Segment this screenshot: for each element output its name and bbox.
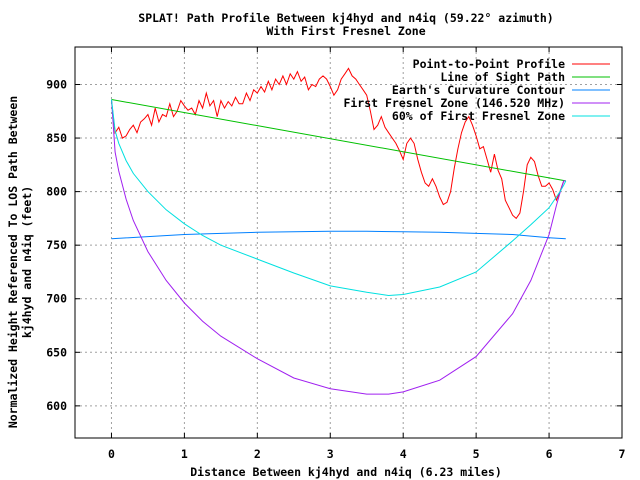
- series-line-4: [111, 99, 566, 395]
- x-tick-label: 7: [619, 447, 626, 461]
- x-axis-label: Distance Between kj4hyd and n4iq (6.23 m…: [190, 465, 502, 479]
- y-tick-label: 700: [46, 292, 67, 306]
- tick-labels: 0 1 2 3 4 5 6 7 600 650 700 750 800 850 900: [46, 77, 625, 461]
- legend-label-5: 60% of First Fresnel Zone: [392, 109, 565, 123]
- chart-title-line-2: With First Fresnel Zone: [266, 24, 425, 38]
- y-tick-label: 650: [46, 345, 67, 359]
- x-tick-label: 3: [327, 447, 334, 461]
- legend-label-1: Point-to-Point Profile: [413, 57, 565, 71]
- y-tick-label: 800: [46, 185, 67, 199]
- series-line-1: [111, 67, 565, 220]
- x-tick-label: 5: [473, 447, 480, 461]
- series-line-2: [111, 99, 566, 182]
- y-axis-label-line-2: kj4hyd and n4iq (feet): [20, 186, 34, 338]
- y-tick-label: 900: [46, 77, 67, 91]
- grid-lines: [75, 47, 623, 438]
- plot-frame: [74, 46, 623, 439]
- x-tick-label: 1: [181, 447, 188, 461]
- series-lines: [111, 67, 567, 395]
- legend-label-4: First Fresnel Zone (146.520 MHz): [343, 96, 565, 110]
- x-tick-label: 4: [400, 447, 407, 461]
- series-line-5: [111, 99, 567, 297]
- x-tick-label: 0: [108, 447, 115, 461]
- chart-title-line-1: SPLAT! Path Profile Between kj4hyd and n…: [138, 11, 553, 25]
- x-tick-label: 2: [254, 447, 261, 461]
- y-tick-label: 850: [46, 131, 67, 145]
- x-tick-label: 6: [546, 447, 553, 461]
- series-line-3: [111, 230, 566, 240]
- tick-marks: [75, 47, 623, 438]
- y-tick-label: 750: [46, 238, 67, 252]
- y-tick-label: 600: [46, 399, 67, 413]
- legend-label-2: Line of Sight Path: [440, 70, 565, 84]
- legend-label-3: Earth's Curvature Contour: [392, 83, 565, 97]
- y-axis-label-line-1: Normalized Height Referenced To LOS Path…: [6, 96, 20, 428]
